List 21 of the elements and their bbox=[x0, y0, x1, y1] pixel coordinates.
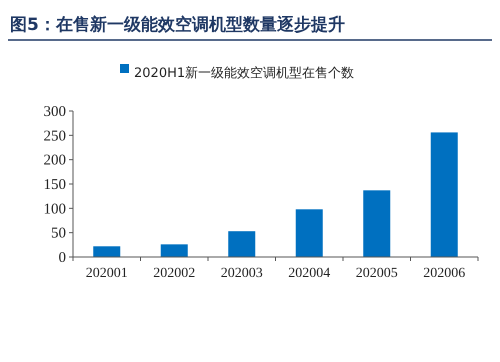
bar bbox=[430, 132, 458, 257]
x-tick-label: 202006 bbox=[423, 266, 466, 281]
legend-label: 2020H1新一级能效空调机型在售个数 bbox=[134, 66, 354, 81]
y-tick-label: 150 bbox=[44, 177, 66, 193]
bar bbox=[228, 231, 256, 257]
chart-title: 图5：在售新一级能效空调机型数量逐步提升 bbox=[10, 15, 345, 35]
bar bbox=[93, 246, 120, 257]
x-tick-label: 202004 bbox=[288, 266, 330, 281]
x-tick-label: 202002 bbox=[153, 266, 196, 281]
y-tick-label: 100 bbox=[44, 201, 66, 218]
x-tick-label: 202005 bbox=[356, 266, 398, 281]
x-tick-label: 202001 bbox=[86, 266, 128, 281]
y-tick-label: 300 bbox=[44, 104, 66, 120]
bar bbox=[296, 209, 323, 257]
y-tick-label: 0 bbox=[58, 250, 66, 266]
y-tick-label: 250 bbox=[44, 128, 66, 144]
bar bbox=[160, 244, 188, 257]
bar bbox=[363, 190, 390, 257]
x-tick-label: 202003 bbox=[220, 266, 263, 281]
y-tick-label: 200 bbox=[44, 152, 66, 169]
y-tick-label: 50 bbox=[51, 226, 66, 242]
